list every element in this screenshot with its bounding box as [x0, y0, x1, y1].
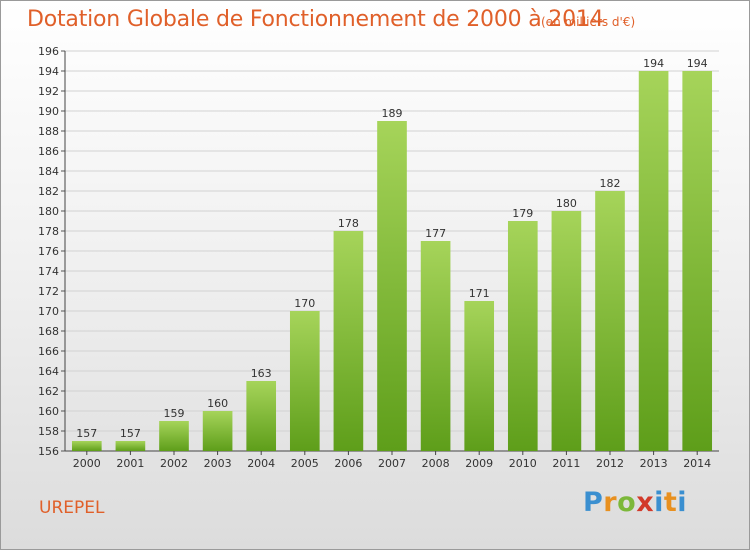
x-tick-label: 2010 — [509, 457, 537, 470]
bar — [71, 441, 102, 451]
y-tick-label: 168 — [38, 325, 59, 338]
data-label: 160 — [207, 397, 228, 410]
x-tick-label: 2005 — [291, 457, 319, 470]
data-label: 194 — [687, 57, 708, 70]
x-tick-label: 2006 — [334, 457, 362, 470]
x-tick-label: 2004 — [247, 457, 275, 470]
bar — [377, 121, 407, 451]
bar — [507, 221, 538, 451]
x-tick-label: 2007 — [378, 457, 406, 470]
bar — [115, 441, 146, 451]
y-tick-label: 172 — [38, 285, 59, 298]
y-tick-label: 196 — [38, 45, 59, 58]
bar — [202, 411, 233, 451]
chart-unit: (en milliers d'€) — [541, 15, 636, 29]
y-tick-label: 186 — [38, 145, 59, 158]
y-tick-label: 160 — [38, 405, 59, 418]
data-label: 178 — [338, 217, 359, 230]
y-tick-label: 176 — [38, 245, 59, 258]
bar — [638, 71, 669, 451]
x-tick-label: 2000 — [73, 457, 101, 470]
commune-name: UREPEL — [39, 498, 105, 518]
data-label: 157 — [76, 427, 97, 440]
y-tick-label: 190 — [38, 105, 59, 118]
bar — [420, 241, 451, 451]
data-label: 171 — [469, 287, 490, 300]
bar — [595, 191, 625, 451]
y-tick-label: 188 — [38, 125, 59, 138]
bar — [333, 231, 364, 451]
chart-title: Dotation Globale de Fonctionnement de 20… — [27, 7, 604, 32]
y-tick-label: 164 — [38, 365, 59, 378]
x-tick-label: 2011 — [552, 457, 580, 470]
data-label: 163 — [251, 367, 272, 380]
bar — [289, 311, 320, 451]
proxiti-logo[interactable]: Proxiti — [583, 487, 688, 518]
data-label: 170 — [294, 297, 315, 310]
x-tick-label: 2013 — [640, 457, 668, 470]
y-tick-label: 178 — [38, 225, 59, 238]
data-label: 180 — [556, 197, 577, 210]
y-tick-label: 192 — [38, 85, 59, 98]
data-label: 194 — [643, 57, 664, 70]
data-label: 182 — [600, 177, 621, 190]
data-label: 189 — [382, 107, 403, 120]
x-tick-label: 2003 — [204, 457, 232, 470]
bar — [464, 301, 495, 451]
y-tick-label: 158 — [38, 425, 59, 438]
y-tick-label: 162 — [38, 385, 59, 398]
x-tick-label: 2012 — [596, 457, 624, 470]
x-tick-label: 2008 — [422, 457, 450, 470]
data-label: 179 — [512, 207, 533, 220]
y-tick-label: 194 — [38, 65, 59, 78]
bar — [246, 381, 277, 451]
y-tick-label: 174 — [38, 265, 59, 278]
bar — [551, 211, 582, 451]
data-label: 159 — [164, 407, 185, 420]
y-tick-label: 170 — [38, 305, 59, 318]
y-tick-label: 180 — [38, 205, 59, 218]
y-tick-label: 184 — [38, 165, 59, 178]
x-tick-label: 2009 — [465, 457, 493, 470]
data-label: 177 — [425, 227, 446, 240]
data-label: 157 — [120, 427, 141, 440]
y-tick-label: 166 — [38, 345, 59, 358]
x-tick-label: 2014 — [683, 457, 711, 470]
y-tick-label: 182 — [38, 185, 59, 198]
y-tick-label: 156 — [38, 445, 59, 458]
bar — [159, 421, 189, 451]
x-tick-label: 2001 — [116, 457, 144, 470]
x-tick-label: 2002 — [160, 457, 188, 470]
bar — [682, 71, 713, 451]
